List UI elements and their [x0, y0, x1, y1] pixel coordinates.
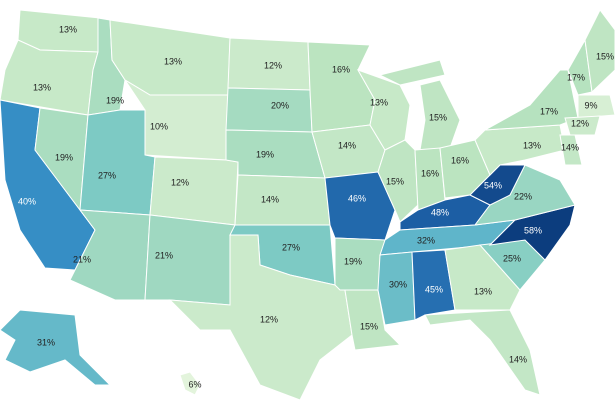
region-label: 17%: [540, 106, 558, 116]
region-label: 15%: [429, 112, 447, 122]
region-label: 19%: [106, 95, 124, 105]
region-label: 13%: [164, 56, 182, 66]
region: [225, 129, 326, 179]
region-label: 12%: [260, 314, 278, 324]
region-label: 9%: [584, 100, 597, 110]
region: [377, 139, 419, 223]
region-label: 13%: [33, 82, 51, 92]
region-label: 15%: [386, 176, 404, 186]
region: [484, 69, 579, 131]
region: [179, 371, 201, 396]
region-label: 30%: [389, 279, 407, 289]
region-label: 10%: [150, 121, 168, 131]
region-label: 13%: [523, 140, 541, 150]
region: [577, 94, 615, 119]
region-label: 14%: [338, 140, 356, 150]
region-label: 40%: [18, 196, 36, 206]
region-label: 45%: [425, 284, 443, 294]
region-label: 21%: [155, 250, 173, 260]
region-label: 13%: [370, 97, 388, 107]
region-label: 58%: [524, 225, 542, 235]
region-label: 16%: [332, 64, 350, 74]
region-label: 15%: [360, 321, 378, 331]
region: [225, 87, 313, 133]
region-label: 14%: [561, 142, 579, 152]
region-label: 14%: [261, 194, 279, 204]
region: [411, 249, 456, 321]
region-label: 17%: [567, 72, 585, 82]
region-label: 13%: [474, 286, 492, 296]
region-label: 46%: [348, 193, 366, 203]
region-label: 25%: [503, 253, 521, 263]
region: [584, 9, 615, 94]
region-label: 27%: [98, 170, 116, 180]
region-label: 19%: [344, 256, 362, 266]
region: [377, 251, 416, 326]
region: [559, 134, 583, 166]
region-label: 48%: [431, 207, 449, 217]
region-label: 16%: [451, 155, 469, 165]
region-label: 21%: [73, 254, 91, 264]
region-label: 6%: [188, 379, 201, 389]
region-label: 27%: [282, 242, 300, 252]
region-label: 12%: [571, 118, 589, 128]
region-label: 12%: [264, 60, 282, 70]
region: [444, 244, 521, 311]
region: [234, 174, 331, 226]
region: [424, 309, 541, 396]
region-label: 22%: [514, 191, 532, 201]
region-label: 15%: [596, 51, 614, 61]
region-label: 12%: [171, 177, 189, 187]
region: [311, 124, 386, 179]
region: [149, 156, 239, 226]
region-label: 31%: [37, 337, 55, 347]
region-label: 16%: [421, 168, 439, 178]
region-label: 32%: [417, 235, 435, 245]
region: [79, 109, 156, 216]
region: [0, 309, 112, 386]
region-label: 13%: [59, 24, 77, 34]
region: [307, 41, 376, 133]
region-label: 54%: [484, 180, 502, 190]
region-label: 14%: [509, 354, 527, 364]
region-label: 19%: [55, 152, 73, 162]
region: [564, 115, 601, 136]
region-label: 19%: [256, 149, 274, 159]
region-label: 20%: [271, 100, 289, 110]
region: [168, 234, 353, 401]
